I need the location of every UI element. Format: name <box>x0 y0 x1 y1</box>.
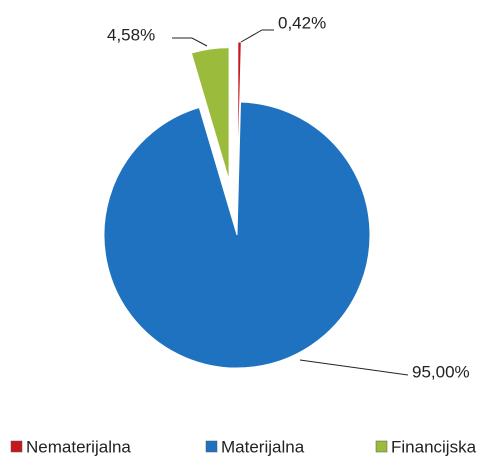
leader-line <box>172 37 208 47</box>
leader-line <box>240 29 274 43</box>
data-label: 95,00% <box>412 362 470 381</box>
legend-label: Nematerijalna <box>26 437 131 456</box>
legend-swatch <box>375 440 388 453</box>
legend-label: Materijalna <box>221 437 305 456</box>
data-label: 4,58% <box>107 25 155 44</box>
legend: Nematerijalna Materijalna Financijska <box>10 437 477 456</box>
legend-label: Financijska <box>391 437 477 456</box>
data-label: 0,42% <box>278 13 326 32</box>
pie-slice <box>190 47 230 181</box>
leader-line <box>299 359 409 376</box>
data-labels: 0,42% 95,00% 4,58% <box>107 13 470 381</box>
legend-swatch <box>205 440 218 453</box>
pie-slice <box>103 101 371 369</box>
pie <box>103 41 371 369</box>
legend-swatch <box>10 440 23 453</box>
